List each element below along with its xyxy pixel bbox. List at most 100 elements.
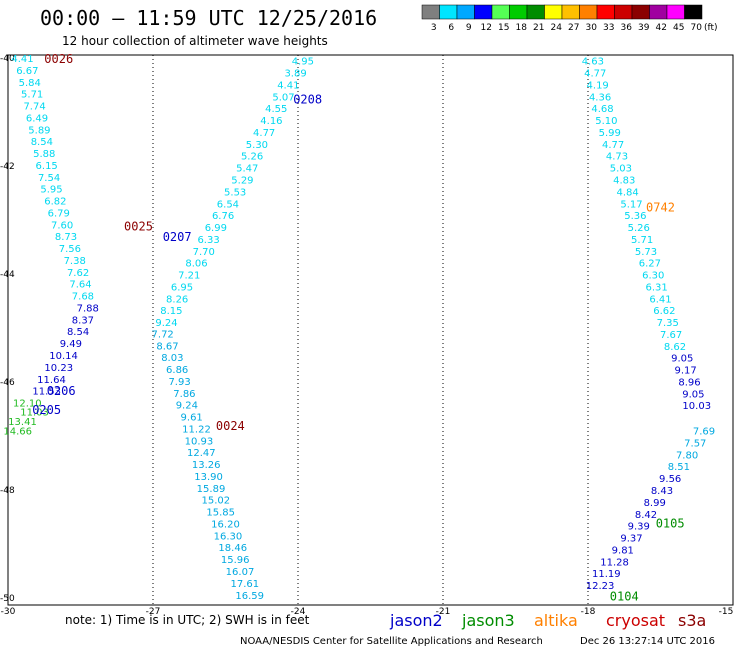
swh-label: 5.73 bbox=[635, 247, 657, 258]
legend-swatch-12 bbox=[474, 4, 493, 20]
swh-label: 8.99 bbox=[644, 498, 666, 509]
legend-swatch-3 bbox=[421, 4, 440, 20]
swh-label: 6.33 bbox=[197, 235, 219, 246]
swh-label: 5.36 bbox=[624, 211, 646, 222]
swh-label: 4.68 bbox=[591, 104, 613, 115]
pass-labels: 0026 0208 0025 0207 0206 0205 0024 0742 0105 0104 bbox=[32, 52, 684, 603]
swh-label: 5.71 bbox=[21, 90, 43, 101]
swh-label: 12.23 bbox=[586, 581, 615, 592]
pass-label-0104: 0104 bbox=[610, 589, 639, 603]
axis-ticks: -40 -42 -44 -46 -48 -50 -30 -27 -24 -21 -18 -15 bbox=[0, 54, 733, 617]
swh-label: 9.05 bbox=[671, 354, 693, 365]
legend-swatch-42 bbox=[649, 4, 668, 20]
legend-label-42: 42 bbox=[656, 23, 667, 33]
legend-label-21: 21 bbox=[533, 23, 544, 33]
pass-label-0025: 0025 bbox=[124, 219, 153, 233]
legend-swatch-18 bbox=[509, 4, 528, 20]
swh-label: 8.37 bbox=[72, 315, 94, 326]
swh-label: 8.15 bbox=[160, 306, 182, 317]
satellite-cryosat: cryosat bbox=[606, 611, 665, 630]
swh-label: 11.64 bbox=[37, 375, 66, 386]
swh-label: 9.17 bbox=[675, 366, 697, 377]
swh-label: 5.29 bbox=[231, 176, 253, 187]
swh-label: 11.28 bbox=[600, 557, 629, 568]
swh-label: 5.03 bbox=[610, 164, 632, 175]
swh-label: 4.83 bbox=[613, 176, 635, 187]
swh-label: 9.24 bbox=[176, 401, 198, 412]
legend-swatch-36 bbox=[614, 4, 633, 20]
swh-label: 5.07 bbox=[272, 92, 294, 103]
legend-swatch-39 bbox=[631, 4, 650, 20]
legend-label-30: 30 bbox=[586, 23, 598, 33]
swh-label: 6.62 bbox=[653, 306, 675, 317]
swh-label: 4.77 bbox=[602, 140, 624, 151]
swh-label: 7.72 bbox=[152, 329, 174, 340]
legend-swatch-45 bbox=[666, 4, 685, 20]
swh-label: 6.82 bbox=[44, 197, 66, 208]
satellite-s3a: s3a bbox=[678, 611, 706, 630]
swh-label: 16.59 bbox=[235, 591, 264, 602]
swh-label: 10.23 bbox=[44, 363, 73, 374]
swh-label: 11.03 bbox=[20, 408, 49, 419]
swh-label: 16.07 bbox=[226, 567, 255, 578]
pass-label-0105: 0105 bbox=[656, 516, 685, 530]
swh-label: 4.95 bbox=[292, 57, 314, 68]
swh-label: 13.26 bbox=[192, 460, 221, 471]
legend-label-45: 45 bbox=[673, 23, 684, 33]
swh-label: 5.88 bbox=[33, 149, 55, 160]
swh-label: 8.96 bbox=[678, 377, 700, 388]
lon-tick-label: -30 bbox=[1, 607, 16, 617]
lon-tick-label: -21 bbox=[436, 607, 451, 617]
swh-label: 5.71 bbox=[631, 235, 653, 246]
lat-tick-label: -42 bbox=[0, 162, 15, 172]
swh-label: 10.03 bbox=[682, 401, 711, 412]
swh-label: 11.22 bbox=[182, 424, 211, 435]
swh-label: 9.49 bbox=[60, 339, 82, 350]
swh-label: 5.26 bbox=[628, 223, 650, 234]
swh-label: 15.85 bbox=[206, 508, 235, 519]
swh-label: 9.05 bbox=[682, 389, 704, 400]
track-t0025: 4.953.894.415.074.554.164.775.305.265.47… bbox=[155, 57, 314, 329]
pass-label-0024: 0024 bbox=[216, 419, 245, 433]
legend-label-18: 18 bbox=[516, 23, 528, 33]
satellite-tracks: 4.416.675.845.717.746.495.898.545.886.15… bbox=[3, 54, 715, 602]
swh-label: 5.99 bbox=[599, 128, 621, 139]
swh-label: 18.46 bbox=[218, 543, 247, 554]
pass-label-0206: 0206 bbox=[47, 384, 76, 398]
swh-label: 10.14 bbox=[49, 351, 78, 362]
swh-label: 6.54 bbox=[217, 199, 239, 210]
swh-label: 9.39 bbox=[628, 522, 650, 533]
lat-tick-label: -48 bbox=[0, 486, 15, 496]
swh-label: 9.56 bbox=[659, 474, 681, 485]
legend-unit: (ft) bbox=[704, 23, 718, 33]
swh-label: 6.99 bbox=[205, 223, 227, 234]
swh-label: 5.47 bbox=[236, 164, 258, 175]
swh-label: 5.95 bbox=[40, 185, 62, 196]
swh-label: 9.61 bbox=[181, 413, 203, 424]
swh-label: 7.54 bbox=[38, 173, 60, 184]
swh-label: 7.74 bbox=[23, 102, 45, 113]
swh-label: 7.68 bbox=[72, 292, 94, 303]
legend-swatch-70 bbox=[684, 4, 703, 20]
swh-label: 4.63 bbox=[582, 57, 604, 68]
map-title: 00:00 – 11:59 UTC 12/25/2016 bbox=[40, 6, 377, 30]
swh-label: 5.17 bbox=[620, 199, 642, 210]
swh-label: 6.79 bbox=[48, 208, 70, 219]
swh-label: 4.19 bbox=[587, 80, 609, 91]
lat-tick-label: -44 bbox=[0, 270, 15, 280]
legend-label-3: 3 bbox=[431, 23, 437, 33]
swh-label: 11.19 bbox=[592, 569, 621, 580]
swh-label: 8.73 bbox=[55, 232, 77, 243]
swh-label: 5.26 bbox=[241, 152, 263, 163]
swh-label: 7.69 bbox=[693, 427, 715, 438]
legend-swatch-21 bbox=[526, 4, 545, 20]
swh-label: 4.77 bbox=[584, 69, 606, 80]
swh-label: 8.43 bbox=[651, 486, 673, 497]
pass-label-0742: 0742 bbox=[646, 201, 675, 215]
swh-label: 4.16 bbox=[260, 116, 282, 127]
legend-swatch-9 bbox=[456, 4, 475, 20]
